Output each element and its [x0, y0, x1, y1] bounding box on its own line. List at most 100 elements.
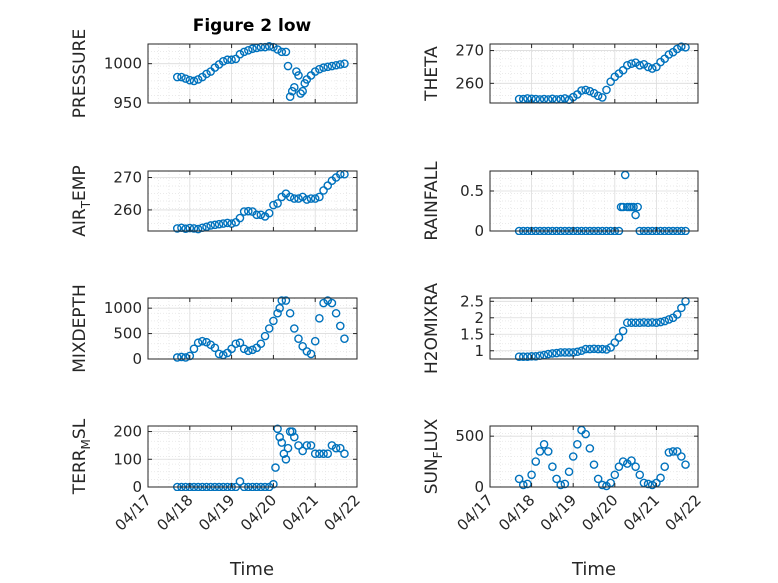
subplot-sun-flux: 0 500 SUNFLUX 04/1704/1804/1904/2004/2104/2…	[422, 418, 705, 534]
data-point	[264, 208, 274, 218]
data-point	[223, 55, 232, 65]
y-tick-label: 1	[474, 342, 484, 360]
axes-box	[489, 170, 699, 232]
data-point	[185, 351, 195, 361]
data-point	[514, 474, 524, 484]
y-tick-label: 1000	[104, 55, 142, 73]
data-point	[633, 202, 642, 212]
subplot-h2omixra: 11.522.5 H2OMIXRA	[422, 283, 699, 374]
data-point	[629, 202, 638, 212]
y-axis-label: H2OMIXRA	[422, 283, 442, 374]
data-point	[239, 344, 249, 354]
subplot-rainfall: 0 0.5 RAINFALL	[422, 161, 699, 241]
data-point	[315, 449, 324, 459]
data-point	[523, 94, 532, 103]
axes-box	[489, 425, 699, 488]
y-tick-label: 0	[474, 222, 484, 240]
data-point	[647, 480, 657, 490]
data-point	[264, 324, 274, 333]
data-point	[331, 308, 341, 318]
data-point	[273, 308, 282, 318]
axes-box	[147, 170, 358, 232]
data-point	[602, 85, 611, 95]
x-tick-label: 04/19	[537, 491, 580, 534]
data-point	[681, 460, 690, 469]
data-point	[285, 92, 295, 102]
data-point	[202, 69, 211, 79]
y-tick-label: 260	[113, 201, 142, 219]
data-point	[283, 443, 293, 453]
data-point	[340, 59, 349, 68]
data-point	[285, 192, 295, 202]
data-point	[523, 479, 532, 489]
data-point	[514, 352, 524, 361]
data-series	[172, 169, 349, 234]
x-tick-label: 04/17	[454, 491, 497, 534]
data-point	[564, 348, 574, 357]
data-point	[298, 86, 307, 96]
data-point	[315, 64, 324, 74]
data-point	[218, 219, 228, 228]
data-point	[239, 207, 249, 216]
data-point	[627, 318, 636, 328]
data-point	[185, 223, 195, 233]
data-point	[235, 477, 245, 486]
y-tick-label: 500	[113, 325, 142, 343]
data-point	[323, 181, 333, 190]
data-point	[289, 432, 299, 442]
data-point	[294, 334, 303, 343]
data-point	[302, 441, 312, 450]
data-point	[315, 192, 324, 202]
data-point	[581, 85, 590, 95]
data-point	[302, 195, 312, 204]
y-tick-label: 1000	[104, 299, 142, 317]
data-point	[218, 57, 228, 66]
y-axis-label: SUNFLUX	[422, 418, 445, 494]
data-point	[647, 64, 657, 73]
x-tick-label: 04/18	[495, 491, 538, 534]
data-point	[656, 317, 665, 327]
plot-area	[490, 44, 698, 103]
data-point	[269, 316, 278, 326]
data-point	[244, 45, 253, 55]
data-point	[256, 210, 266, 220]
data-point	[323, 449, 333, 459]
data-point	[231, 339, 241, 349]
data-point	[306, 441, 316, 450]
data-point	[677, 452, 686, 461]
data-point	[589, 460, 599, 469]
data-point	[643, 318, 653, 328]
x-tick-label: 04/22	[662, 491, 705, 534]
data-point	[210, 343, 220, 353]
y-tick-label: 100	[113, 450, 142, 468]
data-point	[323, 296, 333, 305]
x-tick-label: 04/20	[578, 491, 621, 534]
subplot-pressure: 950 1000 PRESSURE	[70, 29, 358, 118]
data-point	[198, 336, 207, 346]
data-point	[235, 338, 245, 348]
data-point	[573, 347, 582, 357]
data-point	[227, 344, 236, 354]
data-point	[214, 349, 224, 359]
data-point	[206, 221, 215, 230]
y-tick-label: 0	[132, 350, 142, 368]
x-tick-label: 04/21	[279, 491, 322, 534]
x-tick-label: 04/21	[620, 491, 663, 534]
data-point	[296, 89, 305, 98]
data-point	[281, 47, 291, 57]
data-point	[635, 318, 645, 328]
data-point	[677, 303, 686, 313]
data-point	[585, 344, 595, 354]
data-point	[281, 454, 291, 464]
data-point	[193, 224, 203, 234]
data-point	[606, 77, 615, 86]
data-point	[335, 443, 345, 453]
axes-box	[489, 297, 699, 360]
data-point	[660, 462, 670, 471]
data-point	[631, 462, 640, 471]
data-point	[264, 42, 274, 51]
data-point	[518, 480, 528, 490]
data-point	[340, 334, 349, 343]
data-point	[581, 344, 590, 354]
